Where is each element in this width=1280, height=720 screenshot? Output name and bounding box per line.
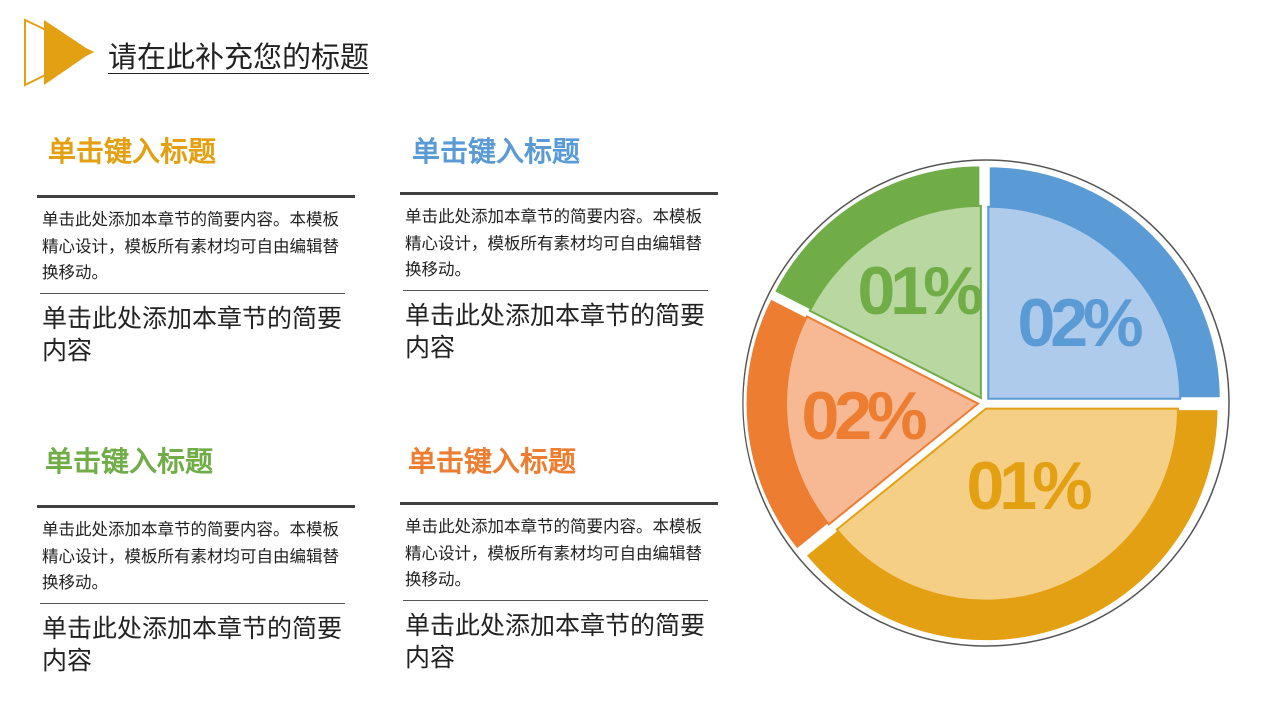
block-body: 单击此处添加本章节的简要内容。本模板精心设计，模板所有素材均可自由编辑替换移动。	[42, 210, 339, 282]
divider-thin	[40, 603, 345, 604]
page-title: 请在此补充您的标题	[108, 40, 370, 74]
block-heading: 单击键入标题	[45, 445, 214, 478]
block-summary: 单击此处添加本章节的简要内容	[405, 611, 706, 672]
pie-slice-inner	[835, 407, 1180, 602]
pie-slice-inner	[785, 315, 980, 526]
pie-label: 01%	[857, 253, 982, 329]
block-body: 单击此处添加本章节的简要内容。本模板精心设计，模板所有素材均可自由编辑替换移动。	[42, 520, 339, 592]
block-summary: 单击此处添加本章节的简要内容	[42, 304, 343, 365]
pie: 02% 01% 02% 01%	[743, 163, 1223, 644]
pie-slice-inner	[808, 204, 982, 400]
divider-thin	[403, 600, 708, 601]
pie-label: 02%	[1017, 285, 1142, 361]
block-heading: 单击键入标题	[412, 135, 581, 168]
divider-thin	[40, 293, 345, 294]
block-body: 单击此处添加本章节的简要内容。本模板精心设计，模板所有素材均可自由编辑替换移动。	[405, 207, 702, 279]
divider	[37, 195, 355, 198]
divider-thin	[403, 290, 708, 291]
block-summary: 单击此处添加本章节的简要内容	[42, 614, 343, 675]
divider	[400, 192, 718, 195]
pie-outline	[742, 159, 1230, 647]
pie-slice-inner	[987, 205, 1182, 400]
divider	[37, 505, 355, 508]
pie-label: 02%	[801, 378, 926, 454]
block-body: 单击此处添加本章节的简要内容。本模板精心设计，模板所有素材均可自由编辑替换移动。	[405, 517, 702, 589]
block-summary: 单击此处添加本章节的简要内容	[405, 301, 706, 362]
block-heading: 单击键入标题	[48, 135, 217, 168]
title-icon	[44, 20, 92, 85]
divider	[400, 502, 718, 505]
block-heading: 单击键入标题	[408, 445, 577, 478]
pie-label: 01%	[966, 448, 1091, 524]
